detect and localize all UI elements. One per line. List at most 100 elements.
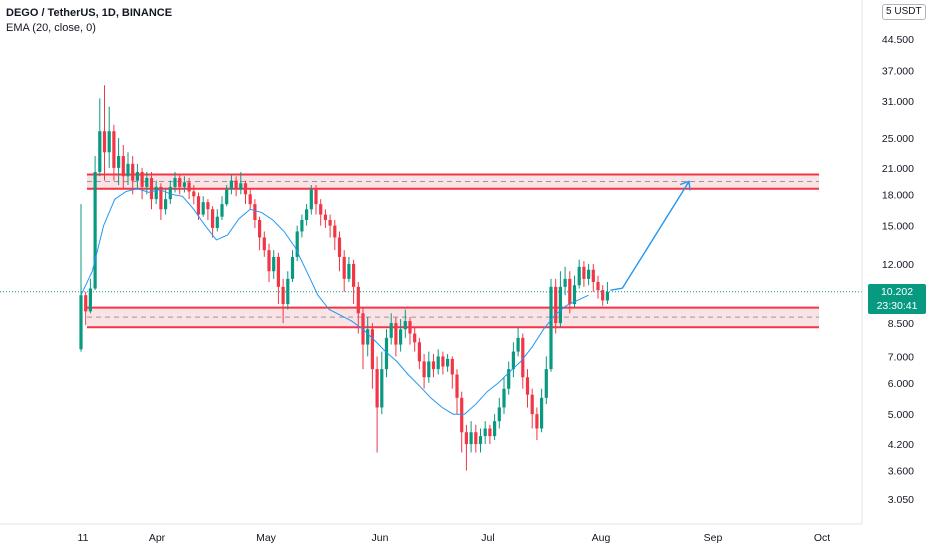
candle <box>568 271 572 314</box>
candle <box>234 176 238 197</box>
candle <box>286 271 290 310</box>
candle <box>79 204 83 352</box>
zone-resistance-fill <box>87 174 819 189</box>
candle <box>587 263 591 286</box>
candle <box>356 282 360 334</box>
time-tick-label: Jul <box>481 532 494 544</box>
candle-body <box>394 323 398 345</box>
candle <box>225 185 229 207</box>
candle <box>493 414 497 441</box>
time-axis[interactable]: 11 Apr May Jun Jul Aug Sep Oct <box>0 523 862 544</box>
candle <box>601 285 605 306</box>
candle <box>591 263 595 292</box>
candle-body <box>211 209 215 228</box>
candle-body <box>234 180 238 190</box>
candle <box>337 231 342 272</box>
time-tick-label: Oct <box>814 532 830 544</box>
candle <box>314 185 318 215</box>
candle <box>187 177 191 200</box>
candle <box>474 424 478 453</box>
candle <box>540 388 544 433</box>
candle-body <box>121 156 125 177</box>
candle <box>582 261 586 287</box>
candle <box>243 180 248 205</box>
chart-legend: DEGO / TetherUS, 1D, BINANCE EMA (20, cl… <box>6 6 172 36</box>
candle <box>126 152 130 186</box>
candle-body <box>258 219 262 238</box>
candles-layer <box>79 85 609 471</box>
candle-body <box>314 189 318 205</box>
candle <box>516 327 520 357</box>
candle <box>347 256 351 283</box>
candle <box>140 167 144 200</box>
candle-body <box>577 266 581 286</box>
candle-body <box>493 421 497 437</box>
candle-body <box>441 356 445 367</box>
candle <box>431 353 436 378</box>
candle-body <box>502 388 506 408</box>
candle-body <box>408 321 412 334</box>
candle <box>366 317 370 357</box>
currency-badge[interactable]: 5 USDT <box>882 4 926 20</box>
candle <box>389 313 393 345</box>
candle-body <box>535 414 539 429</box>
candle-body <box>272 256 276 272</box>
candle <box>309 185 313 215</box>
candle <box>361 307 365 370</box>
candle-body <box>587 269 591 279</box>
candle <box>281 278 285 324</box>
candle-body <box>380 369 384 408</box>
last-price-value: 10.202 <box>880 286 914 298</box>
candle-body <box>225 189 229 205</box>
candle <box>563 266 567 296</box>
candle-body <box>333 225 337 238</box>
candle <box>290 250 295 283</box>
candle-body <box>135 172 139 181</box>
candle <box>469 421 473 453</box>
candle <box>370 323 374 389</box>
candle-body <box>544 369 548 398</box>
candle <box>408 317 412 345</box>
candle-body <box>300 219 304 232</box>
candle <box>525 369 530 408</box>
candle-body <box>483 428 487 437</box>
candle <box>131 156 135 195</box>
candle-body <box>262 237 266 251</box>
candle-body <box>375 369 379 408</box>
candle-body <box>582 266 586 279</box>
candle-body <box>178 177 182 187</box>
candle <box>239 172 243 195</box>
symbol-title: DEGO / TetherUS, 1D, BINANCE <box>6 7 173 19</box>
candle-body <box>455 374 459 398</box>
candle <box>84 291 88 326</box>
price-tick-label: 31.000 <box>882 96 914 108</box>
candle <box>272 250 276 279</box>
candle-body <box>370 329 374 370</box>
candle-body <box>549 286 553 370</box>
candle-body <box>497 407 501 422</box>
candle-body <box>295 231 299 257</box>
candle <box>572 275 577 308</box>
candle-body <box>248 194 252 205</box>
candle-body <box>436 356 440 370</box>
candle-body <box>507 369 511 389</box>
candle-body <box>601 290 605 301</box>
candle-body <box>342 256 346 279</box>
candle-body <box>469 432 473 445</box>
candle <box>121 144 125 190</box>
candle <box>159 183 163 220</box>
candle-body <box>145 177 149 187</box>
candle <box>394 317 398 357</box>
candle <box>436 349 440 375</box>
candle-body <box>84 295 88 312</box>
candle-body <box>309 189 313 210</box>
candle <box>549 278 553 372</box>
price-axis[interactable]: 44.500 37.000 31.000 25.000 21.000 18.000 15.0… <box>861 0 914 524</box>
candle-body <box>558 286 562 324</box>
candle <box>328 214 332 238</box>
candle <box>417 337 421 370</box>
candle <box>149 172 154 210</box>
candle <box>102 85 107 181</box>
candle <box>267 243 271 283</box>
